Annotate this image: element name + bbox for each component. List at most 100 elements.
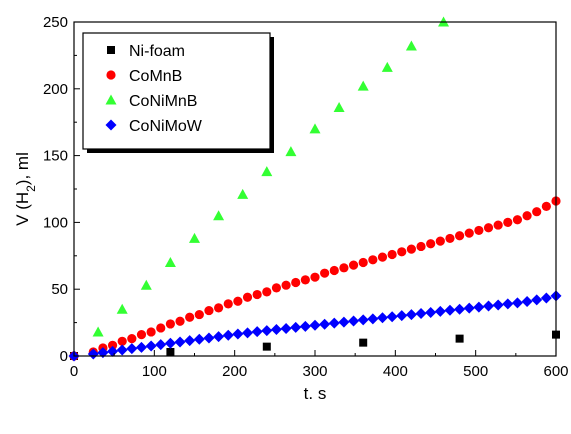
x-tick-label: 500 (463, 363, 488, 380)
data-point (270, 324, 282, 336)
data-point (348, 315, 360, 327)
data-point (185, 312, 195, 322)
data-point (396, 310, 408, 322)
data-point (521, 295, 533, 307)
data-point (145, 340, 157, 352)
data-point (237, 188, 249, 199)
y-tick-label: 200 (43, 81, 68, 98)
legend-marker (105, 119, 117, 131)
data-point (464, 228, 474, 238)
data-point (522, 211, 532, 221)
y-tick-label: 100 (43, 214, 68, 231)
data-point (261, 325, 273, 337)
data-point (116, 344, 128, 356)
data-point (474, 225, 484, 236)
data-point (483, 223, 494, 233)
data-point (359, 338, 368, 347)
data-point (425, 306, 437, 318)
data-point (252, 289, 262, 300)
legend-label: Ni-foam (129, 43, 185, 60)
data-point (310, 272, 320, 282)
data-point (194, 309, 204, 320)
data-point (262, 342, 271, 351)
data-point (503, 217, 513, 227)
data-point (358, 257, 368, 268)
data-point (463, 302, 475, 314)
data-point (116, 303, 128, 314)
data-point (405, 40, 417, 51)
data-point (367, 313, 379, 325)
x-tick-label: 400 (383, 363, 408, 380)
data-point (405, 309, 417, 321)
x-tick-label: 200 (222, 363, 247, 380)
data-point (540, 292, 552, 304)
data-point (309, 123, 321, 134)
legend-marker (106, 70, 116, 80)
data-point (376, 312, 388, 324)
data-point (87, 348, 99, 360)
data-point (166, 347, 175, 356)
data-point (222, 329, 234, 341)
axes: 0 100 200 300 400 500 600 0 50 100 150 200 250 (43, 14, 569, 380)
data-point (532, 207, 542, 217)
data-point (339, 263, 349, 273)
y-axis-title-suffix: ), ml (13, 152, 32, 185)
data-point (285, 146, 297, 157)
data-point (164, 256, 176, 267)
data-point (189, 232, 200, 243)
data-point (333, 102, 345, 113)
x-axis-title: t. s (304, 384, 327, 403)
series-conimnb (92, 16, 450, 337)
data-point (107, 345, 119, 357)
data-point (319, 318, 331, 330)
y-tick-label: 150 (43, 148, 68, 165)
x-tick-label: 0 (70, 363, 78, 380)
data-point (493, 220, 503, 230)
data-point (184, 335, 196, 347)
legend-label: CoNiMoW (129, 118, 203, 135)
data-point (165, 319, 175, 329)
data-point (146, 327, 156, 337)
data-point (300, 275, 310, 285)
data-point (233, 296, 243, 306)
data-point (483, 300, 495, 312)
data-point (492, 299, 504, 311)
y-tick-label: 50 (51, 281, 68, 298)
data-point (415, 308, 427, 320)
y-axis-title: V (H2), ml (13, 152, 38, 226)
y-tick-label: 0 (60, 348, 68, 365)
y-tick-label: 250 (43, 14, 68, 31)
data-point (455, 334, 464, 343)
data-point (136, 330, 147, 340)
data-point (251, 326, 263, 338)
data-point (271, 283, 282, 293)
data-point (444, 304, 456, 316)
data-marks (68, 16, 562, 362)
data-point (338, 316, 350, 328)
data-point (541, 201, 551, 211)
data-point (242, 327, 254, 339)
legend-marker (105, 94, 117, 105)
data-point (377, 252, 388, 262)
legend-label: CoMnB (129, 68, 182, 85)
data-point (502, 298, 514, 310)
data-point (155, 339, 167, 351)
x-tick-label: 100 (142, 363, 167, 380)
data-point (445, 233, 455, 244)
legend-marker (107, 46, 115, 54)
data-point (156, 323, 166, 333)
data-point (213, 210, 225, 221)
data-point (203, 332, 215, 344)
data-point (320, 268, 330, 278)
data-point (135, 341, 147, 353)
data-point (214, 303, 224, 313)
data-point (416, 241, 426, 252)
data-point (368, 255, 378, 265)
data-point (117, 336, 127, 346)
data-point (473, 301, 485, 313)
data-point (348, 260, 359, 270)
y-axis-title-subscript: 2 (24, 185, 38, 192)
data-point (455, 231, 465, 241)
data-point (309, 319, 321, 331)
